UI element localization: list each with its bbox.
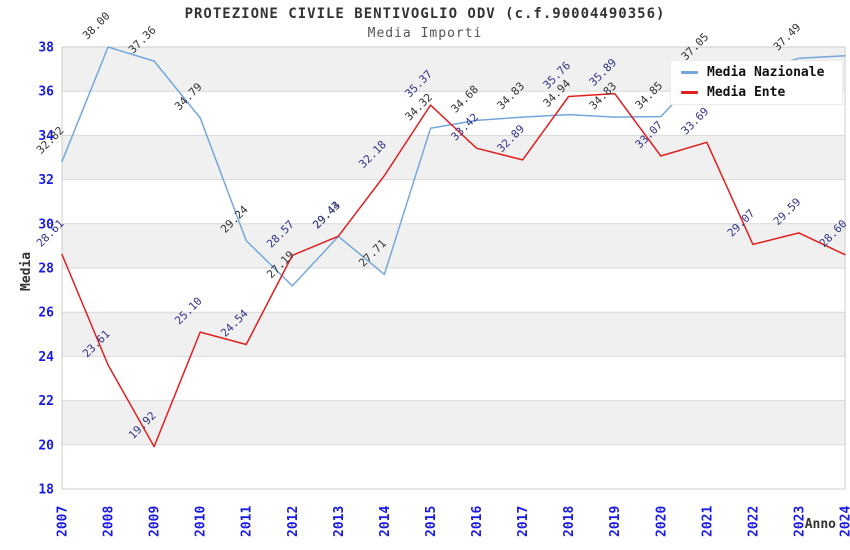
- x-axis-title: Anno: [805, 517, 836, 532]
- svg-text:18: 18: [38, 483, 54, 498]
- legend-line-swatch-nazionale: [681, 71, 698, 74]
- chart-legend: Media Nazionale Media Ente: [670, 60, 843, 105]
- legend-item-media-nazionale: Media Nazionale: [681, 65, 842, 80]
- svg-text:2024: 2024: [839, 506, 850, 537]
- svg-text:33.69: 33.69: [679, 105, 712, 138]
- svg-text:2017: 2017: [516, 506, 531, 537]
- svg-text:20: 20: [38, 438, 54, 453]
- x-tick-labels: 2007 2008 2009 2010 2011 2012 2013 2014 2015 2016…: [56, 506, 850, 537]
- svg-text:2007: 2007: [56, 506, 71, 537]
- legend-item-media-ente: Media Ente: [681, 85, 842, 100]
- svg-text:34: 34: [38, 129, 54, 144]
- svg-text:2010: 2010: [194, 506, 209, 537]
- chart-subtitle: Media Importi: [367, 26, 483, 41]
- svg-text:24: 24: [38, 350, 54, 365]
- y-axis-title: Media: [19, 252, 34, 291]
- svg-text:2022: 2022: [746, 506, 761, 537]
- svg-text:29.59: 29.59: [771, 195, 804, 228]
- svg-text:2015: 2015: [424, 506, 439, 537]
- legend-line-swatch-ente: [681, 91, 698, 94]
- svg-text:2014: 2014: [378, 506, 393, 537]
- svg-text:38.00: 38.00: [80, 10, 113, 43]
- svg-text:22: 22: [38, 394, 54, 409]
- line-media-ente: [61, 92, 846, 448]
- plot-border: [61, 46, 846, 490]
- svg-text:2016: 2016: [470, 506, 485, 537]
- chart-title: PROTEZIONE CIVILE BENTIVOGLIO ODV (c.f.9…: [184, 6, 666, 22]
- svg-text:2019: 2019: [608, 506, 623, 537]
- svg-text:2023: 2023: [792, 506, 807, 537]
- svg-text:2012: 2012: [286, 506, 301, 537]
- legend-label: Media Nazionale: [707, 65, 825, 80]
- legend-label: Media Ente: [707, 85, 786, 100]
- svg-text:2013: 2013: [332, 506, 347, 537]
- svg-text:30: 30: [38, 217, 54, 232]
- svg-text:2021: 2021: [700, 506, 715, 537]
- svg-text:26: 26: [38, 306, 54, 321]
- svg-text:2011: 2011: [240, 506, 255, 537]
- svg-text:2008: 2008: [102, 506, 117, 537]
- svg-text:32: 32: [38, 173, 54, 188]
- y-tick-labels: 18 20 22 24 26 28 30 32 34 36 38: [38, 41, 54, 498]
- svg-text:38: 38: [38, 41, 54, 56]
- svg-text:2009: 2009: [148, 506, 163, 537]
- svg-text:2020: 2020: [654, 506, 669, 537]
- svg-text:2018: 2018: [562, 506, 577, 537]
- svg-text:36: 36: [38, 85, 54, 100]
- svg-text:28: 28: [38, 262, 54, 277]
- plot-bands: [62, 47, 845, 445]
